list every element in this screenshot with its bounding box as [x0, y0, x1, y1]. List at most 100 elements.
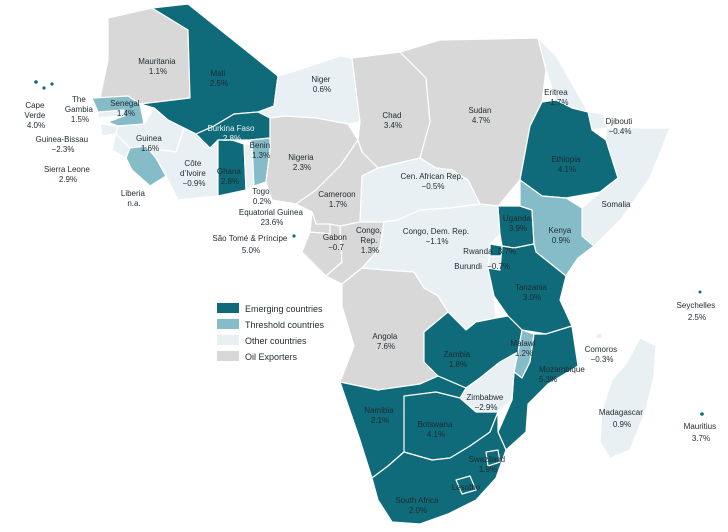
label-sudan: Sudan 4.7%	[468, 106, 493, 125]
label-burundi: Burundi −0.7%	[454, 262, 510, 271]
seychelles-value: 2.5%	[688, 313, 706, 322]
sierra-leone-value: 2.9%	[59, 175, 77, 184]
south-africa-value: 2.0%	[409, 506, 427, 515]
comoros-name: Comoros	[585, 345, 617, 354]
sao-tome-island	[292, 234, 296, 238]
burundi-name: Burundi	[454, 262, 482, 271]
uganda-name: Uganda	[503, 214, 532, 223]
label-swaziland: Swaziland 1.9%	[469, 455, 508, 474]
nigeria-name: Nigeria	[288, 153, 314, 162]
ghana-value: 2.8%	[221, 177, 239, 186]
zimbabwe-name: Zimbabwe	[466, 393, 503, 402]
gabon-name: Gabon	[323, 233, 347, 242]
zambia-value: 1.8%	[449, 360, 467, 369]
label-togo: Togo 0.2%	[252, 187, 272, 206]
gambia-value: 1.5%	[71, 115, 89, 124]
south-africa-name: South Africa	[395, 496, 439, 505]
madagascar-name: Madagascar	[599, 408, 643, 417]
label-lesotho: Lesotho	[452, 483, 481, 492]
sudan-value: 4.7%	[472, 116, 490, 125]
legend-swatch-emerging	[217, 303, 239, 313]
guinea-bissau-name: Guinea-Bissau	[36, 135, 88, 144]
congo-dem-value: −1.1%	[426, 237, 449, 246]
kenya-value: 0.9%	[552, 236, 570, 245]
gambia-name-1: The	[72, 95, 86, 104]
congo-rep-value: 1.3%	[361, 246, 379, 255]
legend-label-threshold: Threshold countries	[245, 320, 325, 330]
label-comoros: Comoros −0.3%	[585, 345, 620, 364]
legend: Emerging countries Threshold countries O…	[217, 303, 325, 362]
label-rwanda: Rwanda 3.7%	[463, 247, 516, 256]
cape-verde-name-1: Cape	[25, 101, 45, 110]
country-lesotho	[455, 475, 477, 495]
angola-name: Angola	[372, 332, 397, 341]
label-eritrea: Eritrea −1.7%	[544, 88, 570, 107]
label-ghana: Ghana 2.8%	[217, 167, 243, 186]
legend-label-oil: Oil Exporters	[245, 352, 298, 362]
burkina-faso-name: Burkina Faso	[207, 124, 255, 133]
label-south-africa: South Africa 2.0%	[395, 496, 440, 515]
label-angola: Angola 7.6%	[372, 332, 399, 351]
nigeria-value: 2.3%	[293, 163, 311, 172]
mauritius-name: Mauritius	[684, 422, 716, 431]
comoros-value: −0.3%	[591, 355, 614, 364]
cape-verde-name-2: Verde	[24, 111, 45, 120]
cape-verde-island	[34, 80, 38, 84]
label-gambia: The Gambia 1.5%	[65, 95, 95, 124]
country-madagascar	[599, 337, 657, 459]
angola-value: 7.6%	[377, 342, 395, 351]
botswana-name: Botswana	[417, 420, 453, 429]
label-mali: Mali 2.5%	[210, 69, 228, 88]
mali-name: Mali	[211, 69, 226, 78]
swaziland-name: Swaziland	[469, 455, 505, 464]
lesotho-name: Lesotho	[452, 483, 481, 492]
congo-dem-name: Congo, Dem. Rep.	[403, 227, 469, 236]
togo-name: Togo	[252, 187, 270, 196]
djibouti-value: −0.4%	[609, 127, 632, 136]
swaziland-value: 1.9%	[479, 465, 497, 474]
country-comoros	[595, 332, 603, 340]
sierra-leone-name: Sierra Leone	[44, 165, 90, 174]
senegal-name: Senegal	[110, 99, 140, 108]
eritrea-name: Eritrea	[544, 88, 568, 97]
equatorial-guinea-name: Equatorial Guinea	[239, 208, 304, 217]
sao-tome-name: São Tomé & Príncipe	[212, 234, 288, 243]
namibia-name: Namibia	[364, 406, 394, 415]
label-senegal: Senegal 1.4%	[110, 99, 142, 118]
label-seychelles: Seychelles 2.5%	[677, 301, 718, 322]
ghana-name: Ghana	[217, 167, 242, 176]
senegal-value: 1.4%	[117, 109, 135, 118]
seychelles-island	[698, 290, 702, 294]
namibia-value: 2.1%	[371, 416, 389, 425]
label-madagascar: Madagascar 0.9%	[599, 408, 645, 429]
label-niger: Niger 0.6%	[311, 75, 332, 94]
label-djibouti: Djibouti −0.4%	[606, 117, 635, 136]
mali-value: 2.5%	[210, 79, 228, 88]
rwanda-value: 3.7%	[498, 247, 516, 256]
label-guinea-bissau: Guinea-Bissau −2.3%	[36, 135, 91, 154]
guinea-bissau-value: −2.3%	[52, 145, 75, 154]
chad-name: Chad	[382, 111, 401, 120]
legend-swatch-threshold	[217, 319, 239, 329]
country-swaziland	[485, 449, 501, 467]
label-uganda: Uganda 3.9%	[503, 214, 533, 233]
label-kenya: Kenya 0.9%	[549, 226, 574, 245]
congo-rep-name-2: Rep.	[360, 236, 377, 245]
zambia-name: Zambia	[444, 350, 471, 359]
label-benin: Benin 1.3%	[250, 141, 273, 160]
label-sao-tome: São Tomé & Príncipe 5.0%	[212, 234, 289, 255]
country-kenya	[519, 179, 595, 277]
legend-swatch-oil	[217, 351, 239, 361]
mozambique-name: Mozambique	[539, 365, 585, 374]
kenya-name: Kenya	[549, 226, 572, 235]
eritrea-value: −1.7%	[546, 98, 569, 107]
sao-tome-value: 5.0%	[242, 246, 260, 255]
djibouti-name: Djibouti	[606, 117, 633, 126]
zimbabwe-value: −2.9%	[475, 403, 498, 412]
tanzania-name: Tanzania	[515, 283, 548, 292]
country-south-africa	[371, 411, 507, 525]
mauritania-name: Mauritania	[138, 57, 176, 66]
niger-name: Niger	[311, 75, 330, 84]
label-cote-divoire: Côte d’Ivoire −0.9%	[180, 159, 208, 188]
